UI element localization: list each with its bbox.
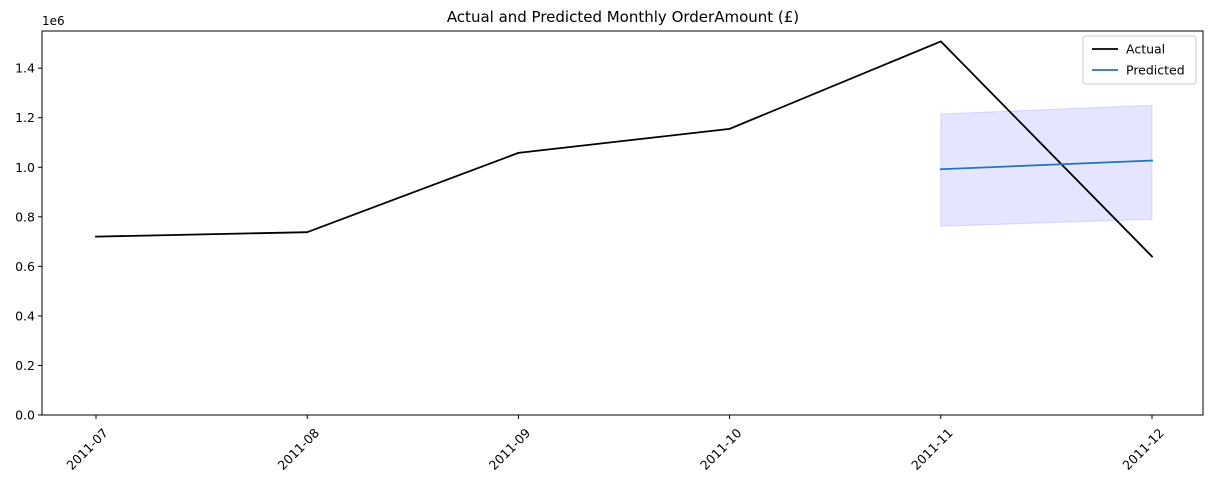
y-tick-label: 1.4 bbox=[15, 61, 35, 76]
y-tick-label: 0.6 bbox=[15, 259, 35, 274]
actual-series-line bbox=[95, 40, 1154, 258]
series-line-layer bbox=[95, 40, 1154, 258]
x-tick-label: 2011-11 bbox=[908, 425, 956, 473]
x-tick-label: 2011-10 bbox=[697, 425, 745, 473]
x-tick-label: 2011-12 bbox=[1119, 425, 1167, 473]
y-tick-label: 1.2 bbox=[15, 110, 35, 125]
predicted-series-line bbox=[939, 159, 1153, 171]
y-tick-label: 0.2 bbox=[15, 358, 35, 373]
y-tick-label: 0.0 bbox=[15, 408, 35, 423]
legend-predicted-label: Predicted bbox=[1126, 63, 1185, 78]
y-axis: 0.0 0.2 0.4 0.6 0.8 1.0 1.2 1.4 bbox=[15, 61, 42, 423]
legend: Actual Predicted bbox=[1082, 35, 1197, 85]
chart-title: Actual and Predicted Monthly OrderAmount… bbox=[447, 8, 799, 26]
plot-area-frame bbox=[41, 30, 1204, 416]
x-tick-label: 2011-07 bbox=[63, 425, 111, 473]
legend-box bbox=[1082, 35, 1197, 85]
x-tick-label: 2011-08 bbox=[275, 425, 323, 473]
y-offset-label: 1e6 bbox=[42, 14, 65, 28]
y-tick-label: 0.4 bbox=[15, 308, 35, 323]
y-tick-label: 0.8 bbox=[15, 209, 35, 224]
x-tick-label: 2011-09 bbox=[486, 425, 534, 473]
legend-actual-label: Actual bbox=[1126, 42, 1165, 57]
y-tick-label: 1.0 bbox=[15, 160, 35, 175]
x-axis: 2011-07 2011-08 2011-09 2011-10 2011-11 2011-… bbox=[63, 415, 1167, 473]
